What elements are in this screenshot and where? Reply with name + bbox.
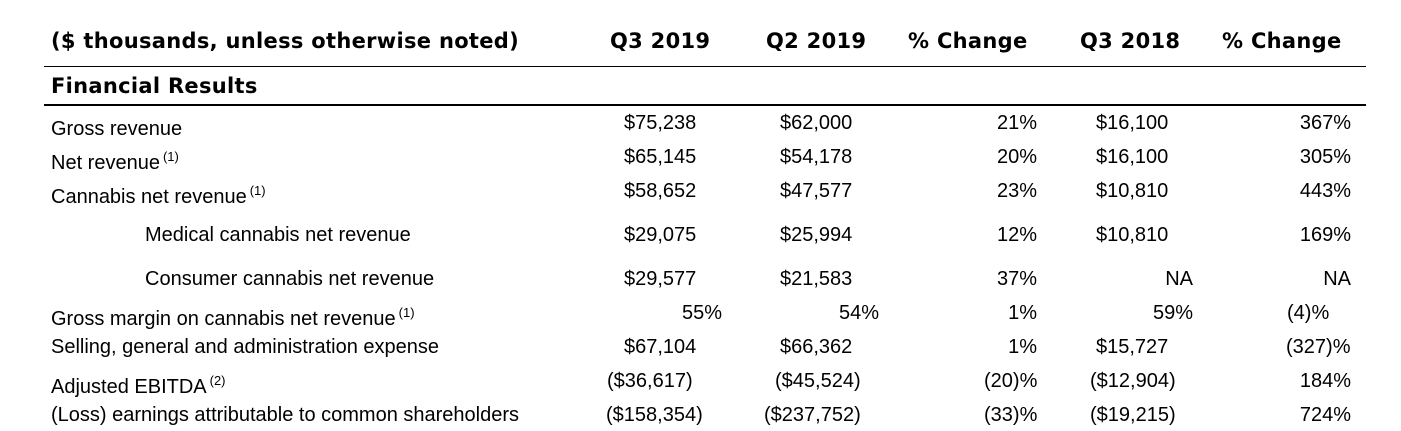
col-pct-change-yoy-header: % Change xyxy=(1222,29,1342,53)
cell-q2-2019: $21,583 xyxy=(780,268,853,290)
col-pct-change-qoq-header: % Change xyxy=(908,29,1028,53)
cell-pct-qoq: 20% xyxy=(996,146,1037,168)
table-row: Selling, general and administration expe… xyxy=(0,332,1401,362)
cell-q2-2019: $66,362 xyxy=(780,336,853,358)
table-row: Net revenue (1) $65,145 $54,178 20% $16,1… xyxy=(0,142,1401,174)
cell-pct-qoq: 12% xyxy=(996,224,1037,246)
row-label: Consumer cannabis net revenue xyxy=(145,268,435,290)
cell-q3-2018: 59% xyxy=(1152,302,1193,324)
cell-pct-yoy: (327)% xyxy=(1286,336,1351,358)
cell-pct-qoq: (20)% xyxy=(984,370,1038,392)
footnote-ref: (1) xyxy=(162,149,179,164)
cell-q3-2019: ($36,617) xyxy=(607,370,693,392)
row-label: Adjusted EBITDA (2) xyxy=(51,373,226,398)
cell-pct-qoq: 37% xyxy=(996,268,1037,290)
units-header: ($ thousands, unless otherwise noted) xyxy=(51,29,520,53)
cell-q3-2019: $29,577 xyxy=(624,268,697,290)
cell-pct-qoq: 23% xyxy=(996,180,1037,202)
cell-q3-2018: ($12,904) xyxy=(1090,370,1176,392)
row-label: Gross margin on cannabis net revenue (1) xyxy=(51,305,415,330)
cell-pct-yoy: 305% xyxy=(1299,146,1351,168)
cell-q3-2019: $67,104 xyxy=(624,336,697,358)
cell-pct-yoy: NA xyxy=(1323,268,1351,290)
row-label: Cannabis net revenue (1) xyxy=(51,183,266,208)
footnote-ref: (2) xyxy=(209,373,226,388)
cell-pct-yoy: 169% xyxy=(1299,224,1351,246)
cell-q3-2018: $16,100 xyxy=(1096,112,1169,134)
cell-q2-2019: $54,178 xyxy=(780,146,853,168)
cell-q3-2019: ($158,354) xyxy=(606,404,703,426)
cell-pct-yoy: 724% xyxy=(1299,404,1351,426)
cell-q3-2019: $75,238 xyxy=(624,112,697,134)
row-label: Net revenue (1) xyxy=(51,149,179,174)
section-divider xyxy=(44,104,1366,106)
header-divider xyxy=(44,66,1366,67)
row-label: (Loss) earnings attributable to common s… xyxy=(51,404,520,426)
cell-pct-qoq: 1% xyxy=(1008,302,1037,324)
col-q3-2019-header: Q3 2019 xyxy=(610,29,711,53)
table-row: Consumer cannabis net revenue $29,577 $2… xyxy=(0,264,1401,294)
col-q2-2019-header: Q2 2019 xyxy=(766,29,867,53)
footnote-ref: (1) xyxy=(249,183,266,198)
cell-q3-2019: 55% xyxy=(681,302,722,324)
cell-q3-2018: $15,727 xyxy=(1096,336,1169,358)
row-label: Selling, general and administration expe… xyxy=(51,336,440,358)
cell-pct-yoy: 367% xyxy=(1299,112,1351,134)
row-label: Medical cannabis net revenue xyxy=(145,224,411,246)
cell-q2-2019: ($45,524) xyxy=(775,370,861,392)
cell-pct-yoy: (4)% xyxy=(1287,302,1330,324)
table-header: ($ thousands, unless otherwise noted) Q3… xyxy=(0,0,1401,66)
cell-pct-yoy: 184% xyxy=(1299,370,1351,392)
cell-q2-2019: ($237,752) xyxy=(764,404,861,426)
cell-pct-qoq: (33)% xyxy=(984,404,1038,426)
cell-q2-2019: $47,577 xyxy=(780,180,853,202)
cell-q3-2018: $10,810 xyxy=(1096,180,1169,202)
cell-q3-2018: $10,810 xyxy=(1096,224,1169,246)
section-title: Financial Results xyxy=(51,74,258,98)
cell-q2-2019: 54% xyxy=(838,302,879,324)
cell-q3-2019: $29,075 xyxy=(624,224,697,246)
table-row: Cannabis net revenue (1) $58,652 $47,577 … xyxy=(0,176,1401,208)
cell-q2-2019: $62,000 xyxy=(780,112,853,134)
cell-q2-2019: $25,994 xyxy=(780,224,853,246)
col-q3-2018-header: Q3 2018 xyxy=(1080,29,1181,53)
cell-q3-2018: $16,100 xyxy=(1096,146,1169,168)
cell-q3-2019: $65,145 xyxy=(624,146,697,168)
cell-pct-qoq: 21% xyxy=(996,112,1037,134)
cell-q3-2018: ($19,215) xyxy=(1090,404,1176,426)
table-row: (Loss) earnings attributable to common s… xyxy=(0,400,1401,430)
cell-q3-2019: $58,652 xyxy=(624,180,697,202)
cell-q3-2018: NA xyxy=(1165,268,1193,290)
table-row: Adjusted EBITDA (2) ($36,617) ($45,524) (… xyxy=(0,366,1401,398)
table-row: Gross revenue $75,238 $62,000 21% $16,10… xyxy=(0,108,1401,140)
row-label: Gross revenue xyxy=(51,118,183,140)
footnote-ref: (1) xyxy=(398,305,415,320)
cell-pct-yoy: 443% xyxy=(1299,180,1351,202)
table-row: Medical cannabis net revenue $29,075 $25… xyxy=(0,220,1401,250)
cell-pct-qoq: 1% xyxy=(1008,336,1037,358)
table-row: Gross margin on cannabis net revenue (1) … xyxy=(0,298,1401,330)
